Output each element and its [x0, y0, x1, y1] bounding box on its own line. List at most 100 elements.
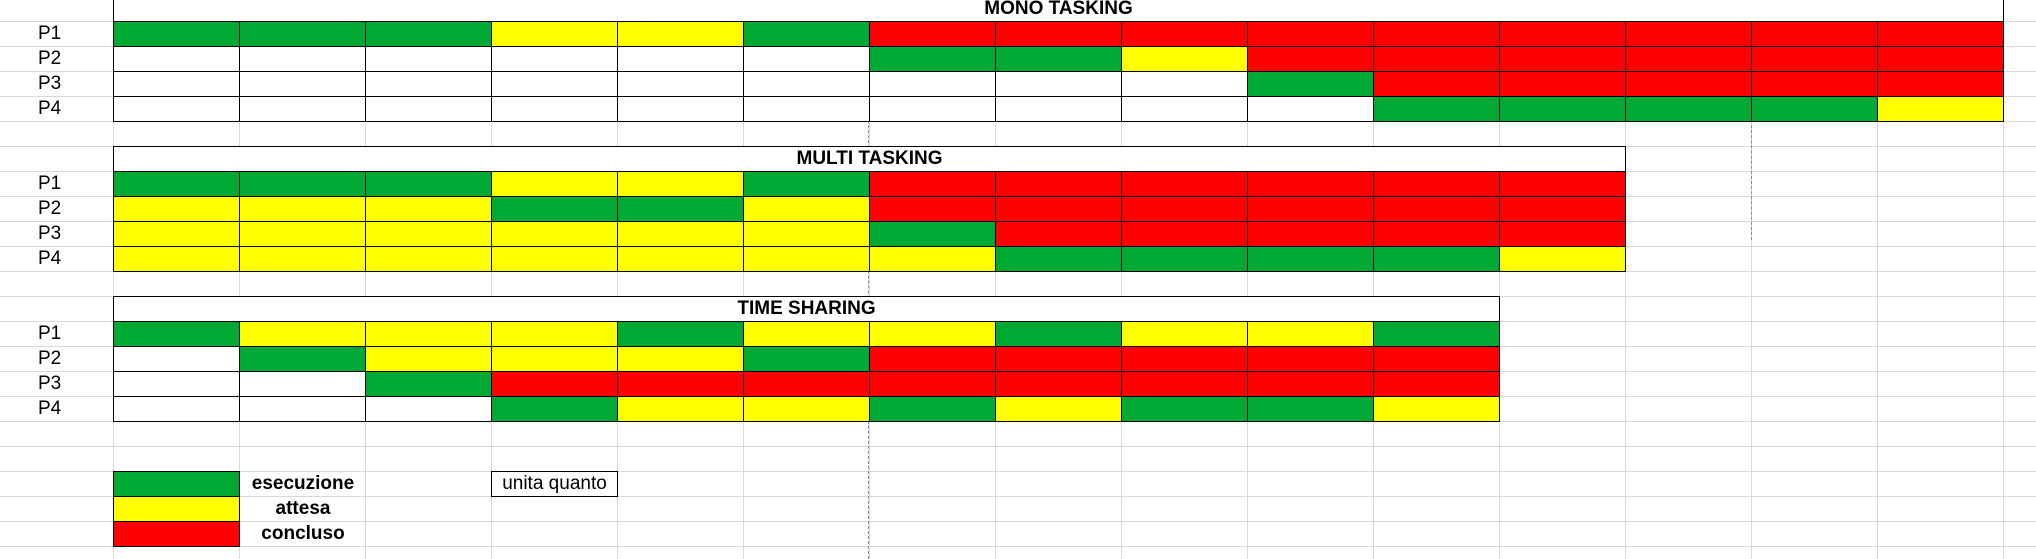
process-label: P1: [38, 323, 62, 344]
gantt-cell: [996, 322, 1122, 347]
gantt-cell: [1122, 72, 1248, 97]
gantt-cell: [366, 47, 492, 72]
gantt-cell: [1122, 322, 1248, 347]
gantt-cell: [366, 197, 492, 222]
gantt-cell: [1626, 47, 1752, 72]
gantt-cell: [1122, 197, 1248, 222]
gantt-cell: [1122, 222, 1248, 247]
gantt-cell: [1248, 47, 1374, 72]
gantt-cell: [240, 372, 366, 397]
gantt-cell: [366, 347, 492, 372]
gantt-cell: [114, 397, 240, 422]
gantt-cell: [1374, 97, 1500, 122]
gantt-cell: [870, 172, 996, 197]
gantt-cell: [1122, 22, 1248, 47]
legend-swatch: [113, 471, 240, 497]
gridline-vertical: [1877, 0, 1878, 559]
gantt-cell: [1626, 22, 1752, 47]
gantt-cell: [618, 72, 744, 97]
gantt-cell: [744, 347, 870, 372]
gantt-cell: [114, 247, 240, 272]
gantt-cell: [1374, 322, 1500, 347]
process-label: P1: [38, 173, 62, 194]
gantt-cell: [492, 197, 618, 222]
gantt-cell: [240, 97, 366, 122]
gridline-vertical: [491, 0, 492, 559]
section-title: MULTI TASKING: [113, 146, 1626, 172]
gantt-cell: [1248, 22, 1374, 47]
gantt-cell: [240, 72, 366, 97]
process-label: P1: [38, 23, 62, 44]
gantt-cell: [114, 22, 240, 47]
gridline-vertical: [1247, 0, 1248, 559]
gantt-cell: [366, 397, 492, 422]
gridline-vertical: [995, 0, 996, 559]
gantt-cell: [240, 347, 366, 372]
gantt-cell: [618, 372, 744, 397]
gantt-cell: [1374, 372, 1500, 397]
gantt-cell: [1878, 97, 2004, 122]
gantt-cell: [1122, 372, 1248, 397]
gantt-cell: [366, 222, 492, 247]
gantt-cell: [1248, 347, 1374, 372]
gantt-cell: [618, 347, 744, 372]
gantt-cell: [1374, 72, 1500, 97]
gridline-horizontal: [0, 446, 2036, 447]
gantt-cell: [996, 397, 1122, 422]
gantt-cell: [1500, 47, 1626, 72]
gantt-cell: [744, 397, 870, 422]
gridline-vertical: [2003, 0, 2004, 559]
gantt-cell: [996, 172, 1122, 197]
gantt-cell: [1752, 72, 1878, 97]
gridline-horizontal: [0, 521, 2036, 522]
gantt-cell: [1752, 22, 1878, 47]
gantt-cell: [618, 172, 744, 197]
gantt-cell: [1248, 197, 1374, 222]
gantt-cell: [114, 372, 240, 397]
gantt-cell: [996, 247, 1122, 272]
gantt-cell: [744, 172, 870, 197]
gantt-cell: [492, 22, 618, 47]
gantt-cell: [1248, 397, 1374, 422]
gantt-cell: [870, 397, 996, 422]
gantt-cell: [618, 222, 744, 247]
process-label: P3: [38, 223, 62, 244]
gantt-cell: [1374, 247, 1500, 272]
gantt-cell: [492, 247, 618, 272]
gantt-cell: [240, 397, 366, 422]
gantt-cell: [240, 322, 366, 347]
gantt-cell: [1500, 22, 1626, 47]
gantt-cell: [240, 247, 366, 272]
gridline-vertical: [1499, 0, 1500, 559]
gantt-cell: [1500, 72, 1626, 97]
gantt-cell: [1122, 247, 1248, 272]
gantt-cell: [870, 347, 996, 372]
gantt-cell: [1878, 72, 2004, 97]
process-label: P4: [38, 98, 62, 119]
gridline-vertical: [239, 0, 240, 559]
gantt-cell: [1374, 347, 1500, 372]
gantt-cell: [870, 222, 996, 247]
gantt-cell: [744, 97, 870, 122]
gridline-vertical: [1121, 0, 1122, 559]
gantt-cell: [1626, 72, 1752, 97]
legend-label: esecuzione: [251, 473, 355, 494]
gantt-cell: [240, 47, 366, 72]
section-title: MONO TASKING: [113, 0, 2004, 22]
gantt-cell: [492, 347, 618, 372]
gantt-cell: [492, 222, 618, 247]
gridline-horizontal: [0, 496, 2036, 497]
legend-label: concluso: [261, 523, 345, 544]
gantt-cell: [366, 322, 492, 347]
gantt-cell: [492, 322, 618, 347]
gantt-cell: [870, 197, 996, 222]
gantt-cell: [240, 222, 366, 247]
gantt-cell: [1248, 247, 1374, 272]
gantt-cell: [744, 72, 870, 97]
process-label: P3: [38, 73, 62, 94]
gantt-cell: [618, 47, 744, 72]
gridline-vertical: [365, 0, 366, 559]
gantt-cell: [492, 397, 618, 422]
gantt-cell: [114, 222, 240, 247]
